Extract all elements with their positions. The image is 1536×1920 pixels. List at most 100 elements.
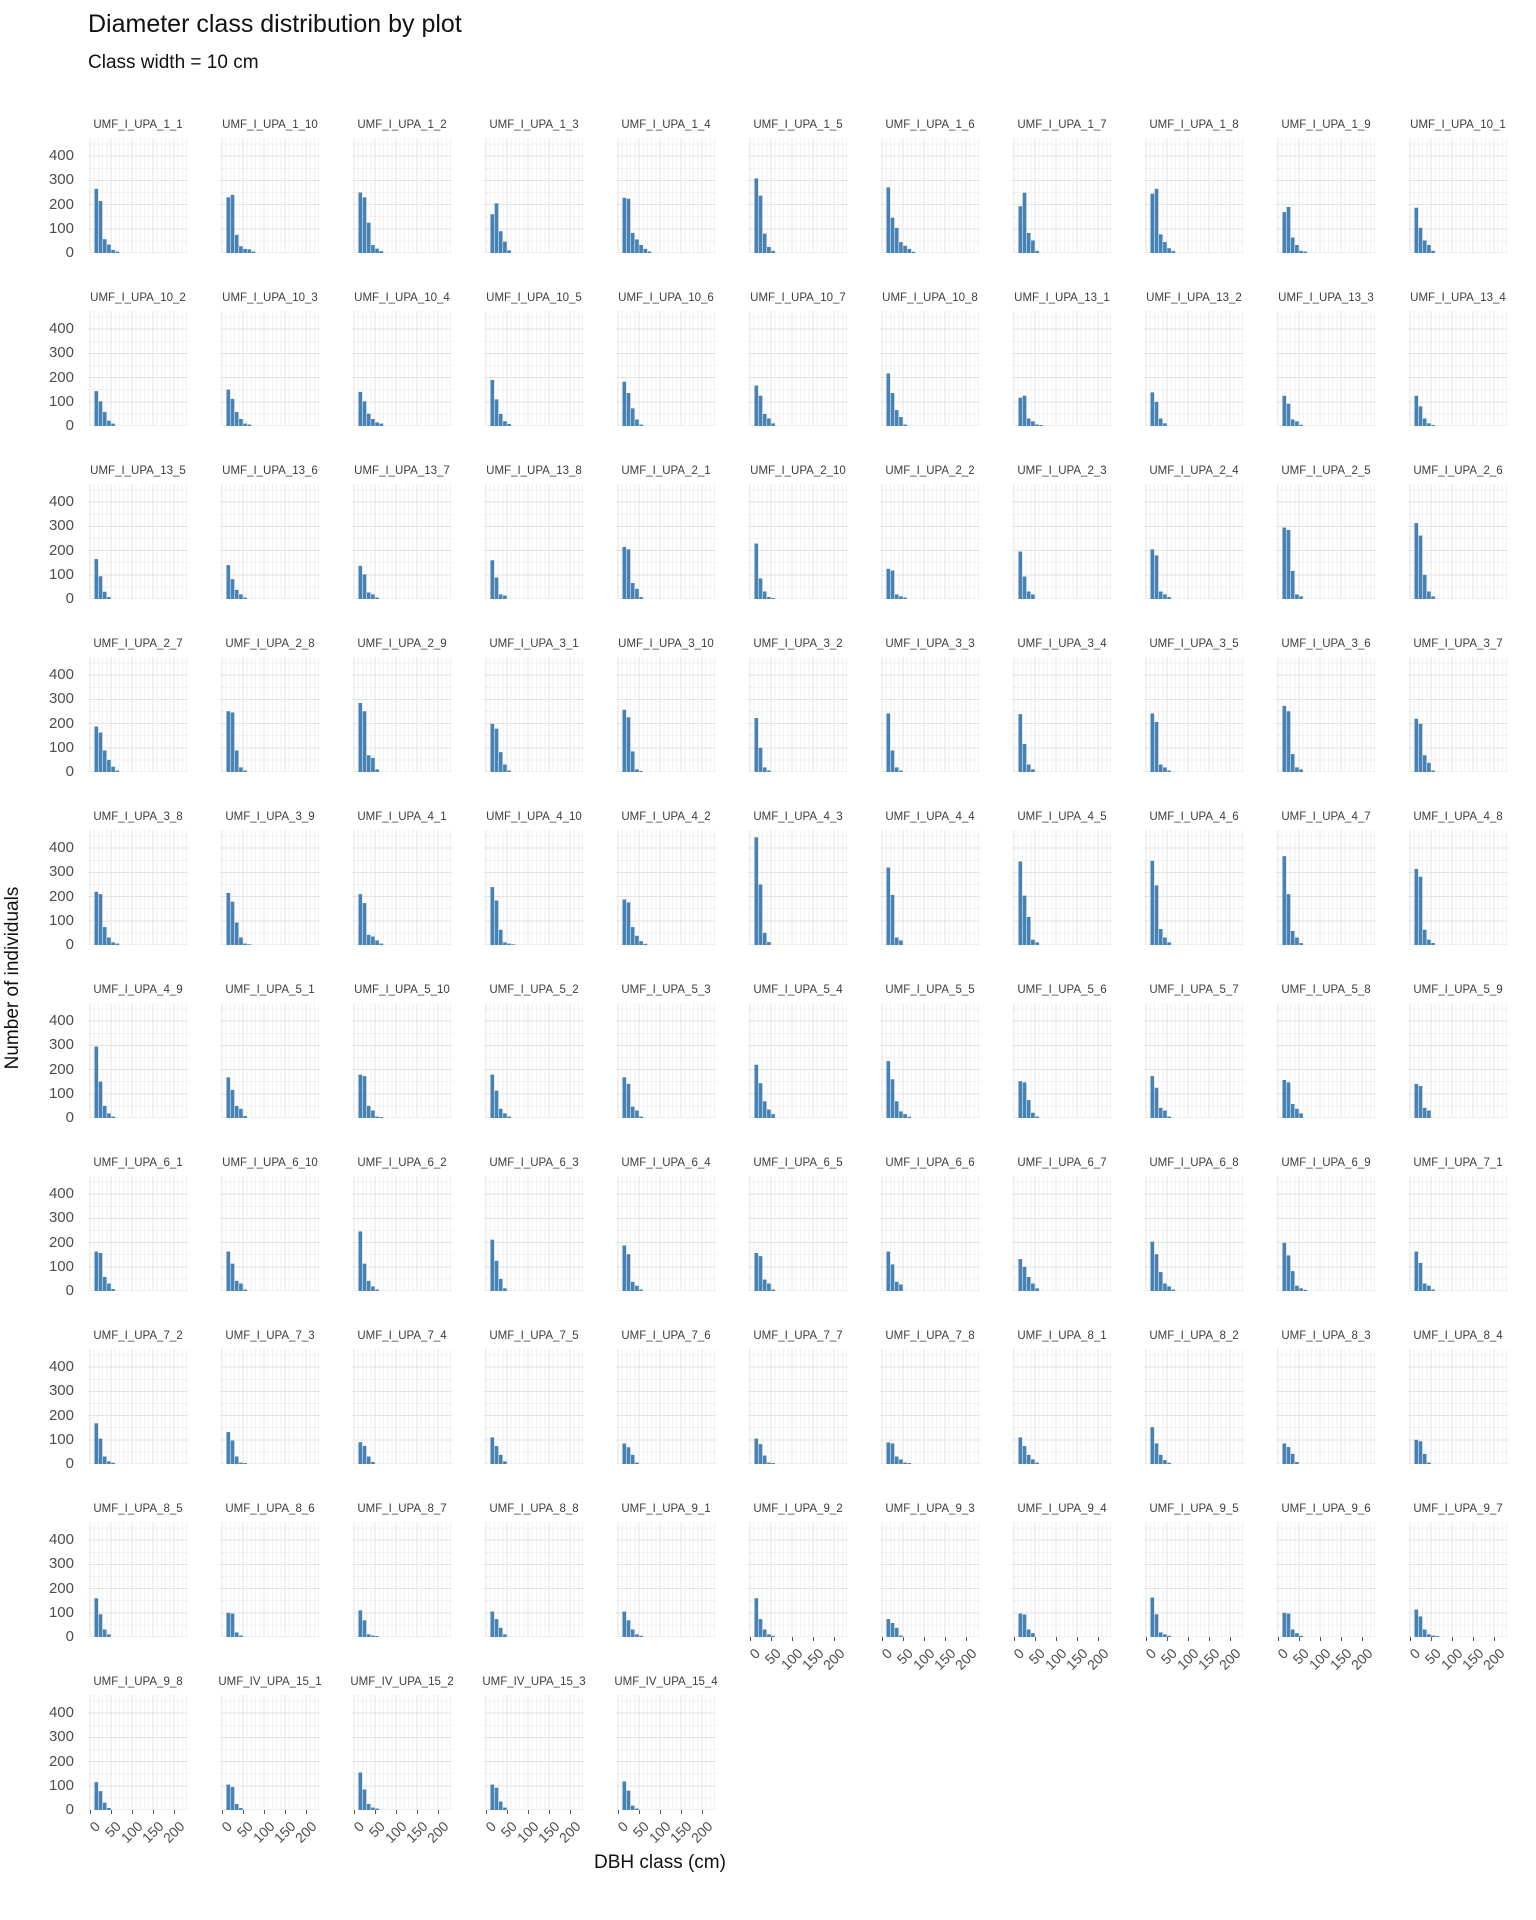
plot-area	[748, 657, 848, 772]
bar	[762, 1101, 767, 1118]
plot-area	[616, 1176, 716, 1291]
bar	[771, 250, 775, 253]
bar	[102, 239, 107, 253]
x-tick-label: 200	[423, 1818, 452, 1846]
bar	[490, 380, 495, 426]
x-tick-mark	[417, 1810, 418, 1814]
facet-panel: UMF_I_UPA_1_1 400 300 200 100 0	[49, 112, 188, 285]
bar	[767, 770, 771, 772]
bar	[115, 770, 120, 772]
bar	[226, 1077, 231, 1118]
facet-title: UMF_I_UPA_5_7	[1149, 984, 1239, 996]
facet-panel: UMF_I_UPA_9_5 0 50 100 150 200	[1142, 1496, 1244, 1673]
bar	[890, 1264, 895, 1291]
facet-title: UMF_I_UPA_6_8	[1149, 1157, 1239, 1169]
x-tick-label: 200	[687, 1818, 716, 1846]
bar	[622, 1611, 627, 1637]
bar	[1435, 1636, 1440, 1637]
y-tick-label: 200	[48, 195, 74, 213]
facet-panel: UMF_I_UPA_9_7 0 50 100 150 200	[1406, 1496, 1508, 1673]
facet-panel: UMF_I_UPA_7_2 400 300 200 100 0	[49, 1323, 188, 1496]
facet-title: UMF_I_UPA_6_10	[222, 1157, 318, 1169]
bar	[234, 234, 239, 253]
bar	[111, 249, 115, 253]
bar	[1427, 1462, 1431, 1464]
facet-panel: UMF_I_UPA_6_9	[1276, 1150, 1376, 1323]
bar	[1427, 1110, 1431, 1118]
plot-area	[616, 484, 716, 599]
bar	[230, 712, 235, 772]
plot-area	[352, 1522, 452, 1637]
bar	[771, 423, 775, 426]
plot-area	[1144, 1349, 1244, 1464]
bar	[1422, 755, 1427, 772]
plot-area	[1276, 311, 1376, 426]
plot-area	[616, 657, 716, 772]
y-tick-label: 0	[65, 1282, 74, 1299]
facet-panel: UMF_I_UPA_10_4	[352, 285, 452, 458]
bar	[886, 713, 891, 772]
bar	[375, 248, 379, 253]
facet-panel: UMF_I_UPA_7_1	[1408, 1150, 1508, 1323]
bar	[1414, 1439, 1419, 1464]
bar	[98, 1791, 103, 1810]
x-tick-mark	[306, 1810, 307, 1814]
bar	[890, 217, 895, 253]
bar	[771, 1463, 775, 1464]
facet-title: UMF_I_UPA_3_7	[1413, 638, 1503, 650]
bar	[1031, 1633, 1035, 1637]
facet-panel: UMF_I_UPA_5_5	[880, 977, 980, 1150]
x-tick-mark	[528, 1810, 529, 1814]
y-tick-label: 100	[48, 392, 74, 410]
bar	[1167, 1286, 1171, 1291]
bar	[358, 703, 363, 772]
bar	[94, 1782, 99, 1810]
bar	[494, 203, 499, 253]
facet-panel: UMF_I_UPA_13_2	[1144, 285, 1244, 458]
y-tick-label: 300	[48, 1382, 74, 1400]
y-tick-label: 100	[48, 1257, 74, 1275]
facet-panel: UMF_I_UPA_1_2	[352, 112, 452, 285]
bar	[1286, 207, 1291, 253]
bar	[1163, 423, 1167, 426]
bar	[1418, 1262, 1423, 1291]
bar	[1431, 1289, 1435, 1291]
bar	[630, 751, 635, 772]
facet-panel: UMF_I_UPA_3_4	[1012, 631, 1112, 804]
bar	[890, 1622, 895, 1637]
bar	[498, 929, 503, 945]
bar	[94, 1046, 99, 1118]
bar	[503, 1461, 507, 1464]
x-tick-mark	[1362, 1637, 1363, 1641]
bar	[1150, 193, 1155, 253]
facet-panel: UMF_I_UPA_7_6	[616, 1323, 716, 1496]
plot-area	[220, 1695, 320, 1810]
bar	[94, 391, 99, 426]
x-tick-mark	[639, 1810, 640, 1814]
bar	[635, 1634, 639, 1637]
bar	[1031, 1112, 1035, 1118]
y-tick-label: 0	[65, 590, 74, 607]
bar	[1039, 425, 1044, 426]
bar	[635, 1462, 639, 1464]
bar	[894, 410, 899, 426]
bar	[226, 197, 231, 253]
facet-title: UMF_I_UPA_4_4	[885, 811, 975, 823]
bar	[375, 940, 379, 945]
bar	[498, 1454, 503, 1464]
bar	[1154, 401, 1159, 426]
y-tick-label: 0	[65, 244, 74, 261]
plot-area	[1012, 484, 1112, 599]
bar	[1035, 1462, 1039, 1464]
bar	[507, 1116, 511, 1118]
bar	[639, 1116, 643, 1118]
bar	[886, 568, 891, 599]
facet-title: UMF_I_UPA_2_7	[93, 638, 183, 650]
bar	[230, 1440, 235, 1464]
y-tick-label: 300	[48, 1728, 74, 1746]
bar	[1422, 1629, 1427, 1637]
facet-title: UMF_I_UPA_7_4	[357, 1330, 447, 1342]
bar	[630, 1106, 635, 1118]
bar	[1150, 1076, 1155, 1118]
